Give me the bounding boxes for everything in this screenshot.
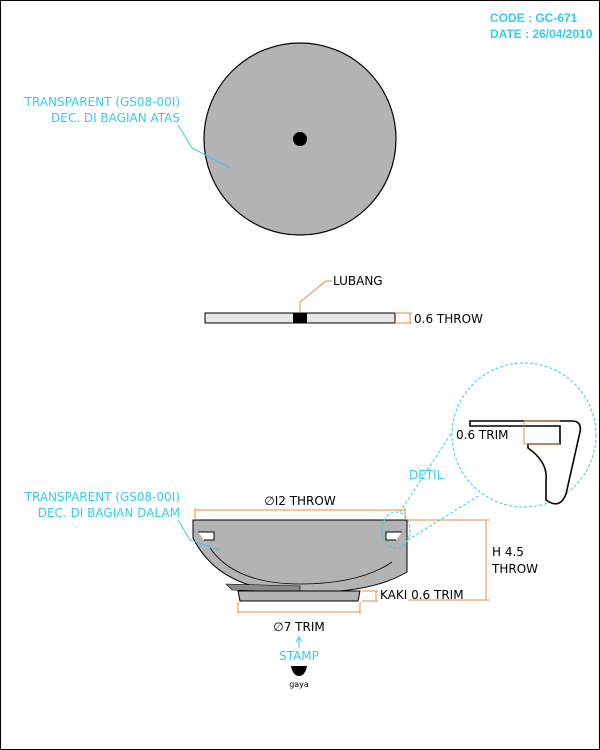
section-label-line2: DEC. DI BAGIAN DALAM [38, 506, 180, 520]
thickness-dim [395, 312, 412, 324]
top-view: TRANSPARENT (GS08-00I) DEC. DI BAGIAN AT… [24, 42, 397, 236]
stamp-logo-icon [291, 666, 307, 676]
stamp-arrow [295, 636, 303, 648]
foot-dim [362, 590, 378, 602]
detail-label: DETIL [409, 468, 444, 482]
detail-trim-dim [523, 420, 560, 445]
bowl-inner-line [209, 547, 393, 585]
stamp-label: STAMP [279, 649, 319, 663]
foot-label: KAKI 0.6 TRIM [380, 588, 464, 602]
section-view: ∅I2 THROW H 4.5 THROW KAKI 0.6 TRIM ∅7 T… [24, 490, 539, 634]
top-view-leader [177, 124, 231, 169]
stamp-brand: gaya [289, 680, 309, 689]
hole-leader [299, 280, 332, 312]
diameter-dim [194, 508, 406, 520]
side-view-hole [293, 313, 307, 323]
bowl-base [237, 590, 361, 602]
section-label-line1: TRANSPARENT (GS08-00I) [24, 490, 180, 504]
code-label: CODE : GC-671 [490, 11, 578, 25]
bowl-section [192, 519, 408, 593]
detail-leader-bottom [407, 494, 481, 541]
thickness-label: 0.6 THROW [414, 312, 483, 326]
rim-notch-left [198, 531, 215, 541]
top-view-label-line1: TRANSPARENT (GS08-00I) [24, 95, 180, 109]
base-label: ∅7 TRIM [273, 620, 324, 634]
stamp: STAMP gaya [279, 636, 319, 689]
top-view-label-line2: DEC. DI BAGIAN ATAS [51, 111, 180, 125]
hole-label: LUBANG [333, 274, 383, 288]
detail-callout: 0.6 TRIM DETIL [381, 362, 597, 549]
side-view: LUBANG 0.6 THROW [204, 274, 483, 326]
height-label-line2: THROW [491, 562, 538, 576]
rim-notch-right [385, 531, 402, 541]
section-leader [177, 519, 221, 551]
date-label: DATE : 26/04/2010 [490, 27, 593, 41]
height-label-line1: H 4.5 [492, 545, 524, 559]
base-dim [237, 602, 361, 614]
top-view-center-hole [293, 132, 307, 146]
detail-rim-profile [469, 420, 582, 505]
height-dim [408, 519, 490, 601]
detail-trim-label: 0.6 TRIM [456, 428, 508, 442]
detail-leader-top [399, 419, 461, 513]
detail-marker [381, 511, 411, 549]
diameter-label: ∅I2 THROW [264, 494, 336, 508]
